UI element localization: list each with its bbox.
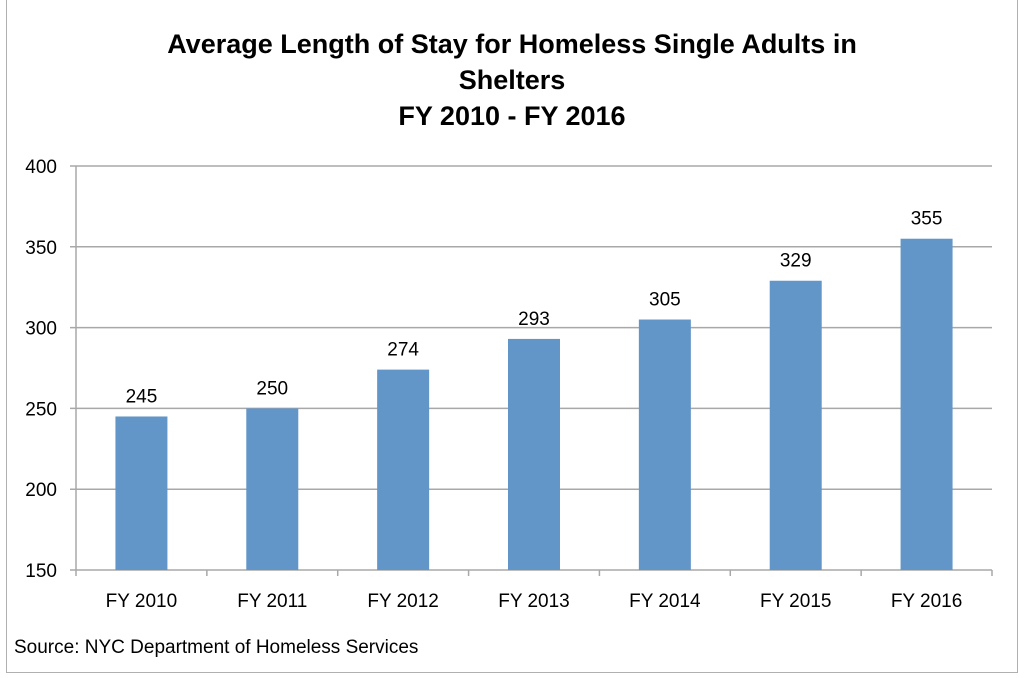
x-tick-label: FY 2010 bbox=[106, 591, 177, 612]
data-label: 355 bbox=[911, 209, 943, 230]
data-label: 274 bbox=[387, 340, 419, 361]
x-tick-label: FY 2013 bbox=[498, 591, 569, 612]
source-note: Source: NYC Department of Homeless Servi… bbox=[14, 637, 419, 658]
x-tick-label: FY 2016 bbox=[891, 591, 962, 612]
chart-frame bbox=[6, 0, 1018, 673]
data-label: 250 bbox=[256, 378, 288, 399]
chart-title-line-3: FY 2010 - FY 2016 bbox=[398, 101, 626, 131]
x-tick-label: FY 2012 bbox=[367, 591, 438, 612]
x-tick-label: FY 2014 bbox=[629, 591, 701, 612]
x-tick-label: FY 2015 bbox=[760, 591, 831, 612]
bar bbox=[246, 408, 299, 570]
chart-title: Average Length of Stay for Homeless Sing… bbox=[0, 26, 1024, 134]
y-tick-label: 300 bbox=[25, 319, 57, 340]
bar bbox=[638, 319, 691, 570]
bar bbox=[508, 338, 560, 570]
data-label: 293 bbox=[518, 309, 550, 330]
y-tick-label: 150 bbox=[25, 561, 57, 582]
chart-title-line-1: Average Length of Stay for Homeless Sing… bbox=[167, 29, 857, 59]
data-label: 305 bbox=[649, 290, 681, 311]
y-tick-label: 350 bbox=[25, 238, 57, 259]
data-label: 329 bbox=[780, 251, 812, 272]
x-tick-label: FY 2011 bbox=[237, 591, 307, 612]
y-tick-label: 200 bbox=[25, 480, 57, 501]
bar bbox=[115, 416, 168, 570]
bar bbox=[377, 369, 430, 570]
y-tick-label: 250 bbox=[25, 399, 57, 420]
chart-title-line-2: Shelters bbox=[458, 65, 566, 95]
data-label: 245 bbox=[126, 386, 158, 407]
bar bbox=[769, 280, 822, 570]
bar bbox=[900, 238, 953, 570]
y-tick-label: 400 bbox=[25, 157, 57, 178]
